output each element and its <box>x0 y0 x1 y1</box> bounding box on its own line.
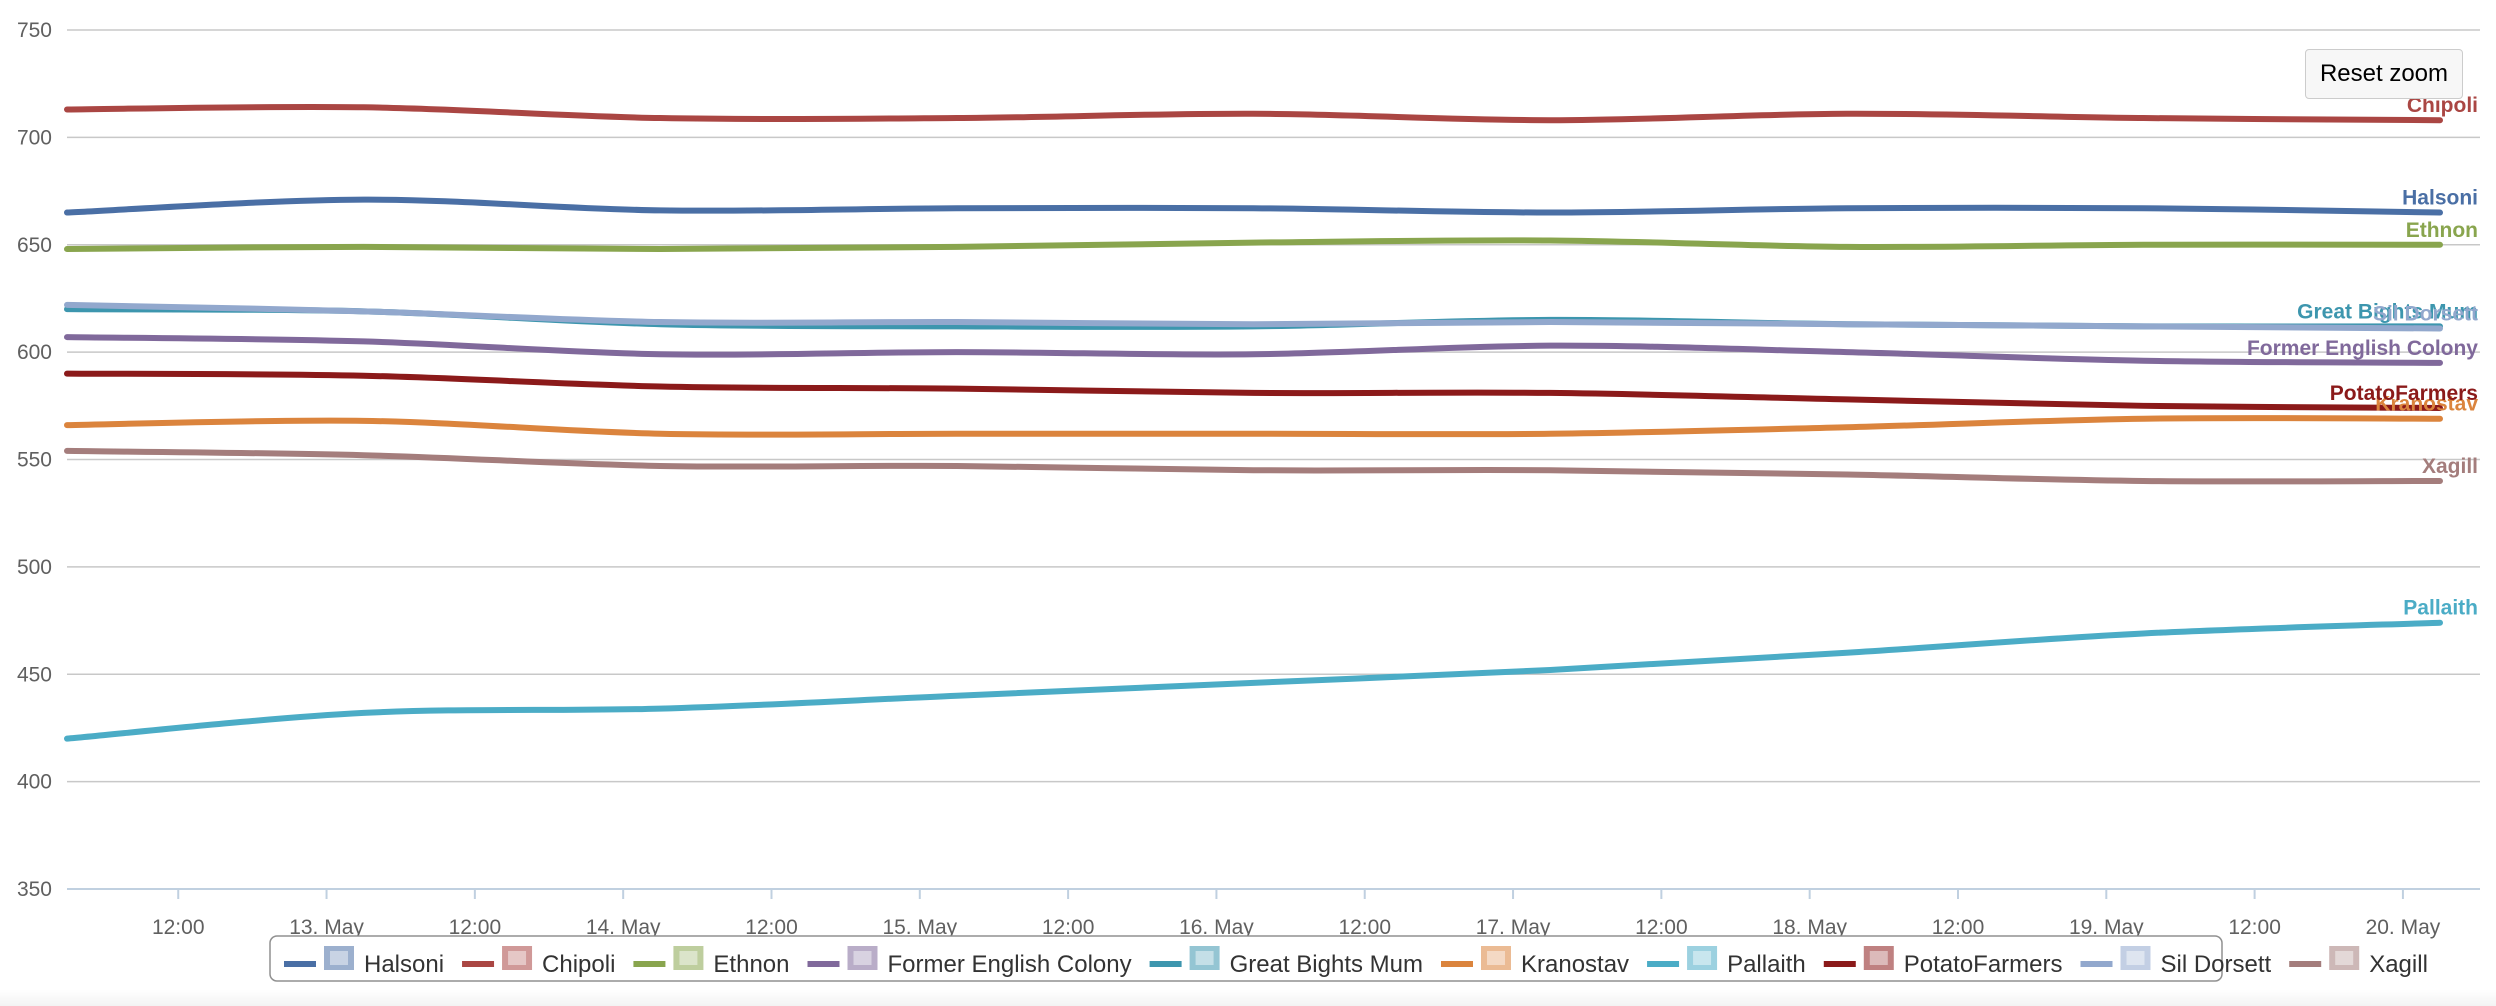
x-tick-label: 12:00 <box>1635 916 1688 939</box>
flag-icon <box>1687 946 1718 970</box>
x-tick-label: 12:00 <box>1042 916 1095 939</box>
y-axis: 350 400 450 500 550 600 650 700 750 <box>17 19 52 901</box>
x-tick-label: 13. May <box>289 916 364 939</box>
series-end-label-halsoni: Halsoni <box>2402 187 2478 210</box>
legend-label: Ethnon <box>713 951 789 978</box>
legend-item-xagill[interactable]: Xagill <box>2289 946 2428 978</box>
legend-item-great-bights-mum[interactable]: Great Bights Mum <box>1149 946 1423 978</box>
y-tick-label: 450 <box>17 663 52 686</box>
legend-item-potatofarmers[interactable]: PotatoFarmers <box>1823 946 2063 978</box>
flag-emblem-icon <box>1693 951 1712 965</box>
flag-icon <box>1189 946 1220 970</box>
flag-emblem-icon <box>330 951 348 965</box>
y-tick-label: 600 <box>17 341 52 364</box>
legend-item-halsoni[interactable]: Halsoni <box>284 946 444 978</box>
legend-label: Kranostav <box>1521 951 1629 978</box>
series-end-label-kranostav: Kranostav <box>2375 393 2478 416</box>
flag-icon <box>847 946 878 970</box>
flag-emblem-icon <box>2126 951 2145 965</box>
x-tick-label: 20. May <box>2366 916 2441 939</box>
x-tick-label: 19. May <box>2069 916 2144 939</box>
flag-icon <box>324 946 354 970</box>
flag-icon <box>1481 946 1511 970</box>
legend-label: Chipoli <box>542 951 615 978</box>
series-line-xagill[interactable] <box>64 447 2443 485</box>
x-tick-label: 17. May <box>1476 916 1551 939</box>
legend: Halsoni Chipoli Ethnon Former English Colon… <box>269 935 2428 982</box>
series-line-halsoni[interactable] <box>64 196 2443 216</box>
legend-label: Pallaith <box>1727 951 1806 978</box>
y-tick-label: 400 <box>17 771 52 794</box>
y-tick-label: 700 <box>17 126 52 149</box>
series-end-label-potatofarmers: PotatoFarmers <box>2330 382 2478 405</box>
x-tick-label: 18. May <box>1772 916 1847 939</box>
series-line-potatofarmers[interactable] <box>64 370 2443 411</box>
page-bottom-edge <box>0 990 2496 1006</box>
legend-box <box>269 935 2223 982</box>
flag-emblem-icon <box>679 951 698 965</box>
legend-label: Halsoni <box>364 951 444 978</box>
x-tick-label: 12:00 <box>745 916 798 939</box>
series-line-kranostav[interactable] <box>64 415 2443 438</box>
x-tick-label: 15. May <box>882 916 957 939</box>
legend-label: Former English Colony <box>888 951 1132 978</box>
x-tick-label: 12:00 <box>1338 916 1391 939</box>
flag-icon <box>2120 946 2151 970</box>
flag-icon <box>673 946 704 970</box>
x-tick-label: 14. May <box>586 916 661 939</box>
legend-item-kranostav[interactable]: Kranostav <box>1441 946 1629 978</box>
series-end-label-great-bights-mum: Great Bights Mum <box>2297 300 2478 323</box>
series-end-label-ethnon: Ethnon <box>2406 219 2478 242</box>
flag-icon <box>1863 946 1894 970</box>
series-end-label-xagill: Xagill <box>2422 455 2478 478</box>
series-line-former-english-colony[interactable] <box>64 334 2443 366</box>
x-tick-label: 12:00 <box>2228 916 2281 939</box>
legend-label: PotatoFarmers <box>1904 951 2063 978</box>
y-tick-label: 350 <box>17 878 52 901</box>
x-tick-label: 16. May <box>1179 916 1254 939</box>
y-tick-label: 550 <box>17 449 52 472</box>
legend-item-pallaith[interactable]: Pallaith <box>1647 946 1806 978</box>
legend-item-former-english-colony[interactable]: Former English Colony <box>807 946 1132 978</box>
series-line-sil-dorsett[interactable] <box>64 301 2443 332</box>
x-axis: 12:00 13. May 12:00 14. May 12:00 15. May 12:0… <box>67 888 2480 939</box>
series-end-labels: Halsoni Chipoli Ethnon Former English Colon… <box>2247 94 2478 620</box>
reset-zoom-button[interactable]: Reset zoom <box>2305 49 2463 99</box>
series-end-label-former-english-colony: Former English Colony <box>2247 337 2478 360</box>
series-line-ethnon[interactable] <box>64 237 2443 253</box>
series-lines <box>64 103 2443 742</box>
flag-icon <box>502 946 533 970</box>
series-line-chipoli[interactable] <box>64 103 2443 124</box>
x-tick-label: 12:00 <box>152 916 205 939</box>
flag-emblem-icon <box>508 951 527 965</box>
series-end-label-sil-dorsett: Sil Dorsett <box>2373 303 2478 326</box>
y-tick-label: 750 <box>17 19 52 42</box>
x-tick-label: 12:00 <box>449 916 502 939</box>
legend-item-sil-dorsett[interactable]: Sil Dorsett <box>2080 946 2272 978</box>
legend-item-chipoli[interactable]: Chipoli <box>462 946 615 978</box>
legend-label: Great Bights Mum <box>1230 951 1423 978</box>
legend-label: Sil Dorsett <box>2161 951 2272 978</box>
y-tick-label: 650 <box>17 234 52 257</box>
x-tick-label: 12:00 <box>1932 916 1985 939</box>
flag-emblem-icon <box>1195 951 1214 965</box>
y-tick-label: 500 <box>17 556 52 579</box>
flag-emblem-icon <box>2335 951 2354 965</box>
series-end-label-chipoli: Chipoli <box>2407 94 2478 117</box>
legend-label: Xagill <box>2369 951 2428 978</box>
flag-emblem-icon <box>853 951 872 965</box>
series-end-label-pallaith: Pallaith <box>2403 597 2478 620</box>
flag-icon <box>2329 946 2360 970</box>
flag-emblem-icon <box>1869 951 1888 965</box>
series-line-pallaith[interactable] <box>64 619 2443 742</box>
legend-item-ethnon[interactable]: Ethnon <box>633 946 790 978</box>
flag-emblem-icon <box>1487 951 1505 965</box>
